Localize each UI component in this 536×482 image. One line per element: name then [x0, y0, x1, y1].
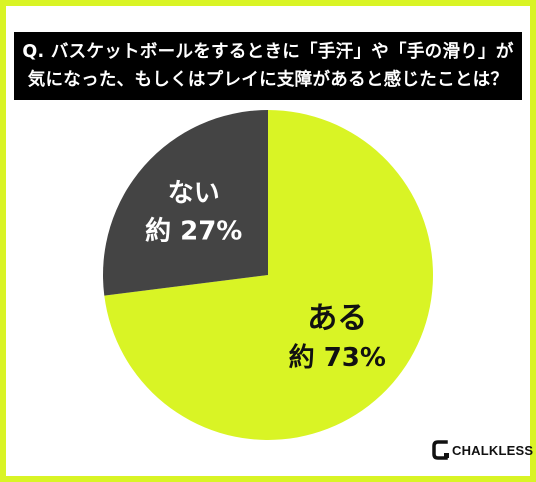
- pie-slice-2: [102, 110, 268, 296]
- brand-logo: CHALKLESS: [432, 440, 533, 460]
- chalkless-logo-icon: [432, 440, 450, 460]
- question-line-2: 気になった、もしくはプレイに支障があると感じたことは？: [27, 70, 509, 90]
- question-line-1: Q. バスケットボールをするときに「手汗」や「手の滑り」が: [22, 42, 514, 62]
- slice-label-1: ある: [307, 301, 367, 336]
- brand-name: CHALKLESS: [452, 442, 534, 458]
- slice-value-2: 約 27%: [145, 216, 242, 247]
- slice-value-1: 約 73%: [289, 342, 386, 373]
- question-header: Q. バスケットボールをするときに「手汗」や「手の滑り」が 気になった、もしくは…: [14, 32, 522, 100]
- slice-label-2: ない: [168, 179, 220, 209]
- pie-slice-1: [104, 110, 433, 440]
